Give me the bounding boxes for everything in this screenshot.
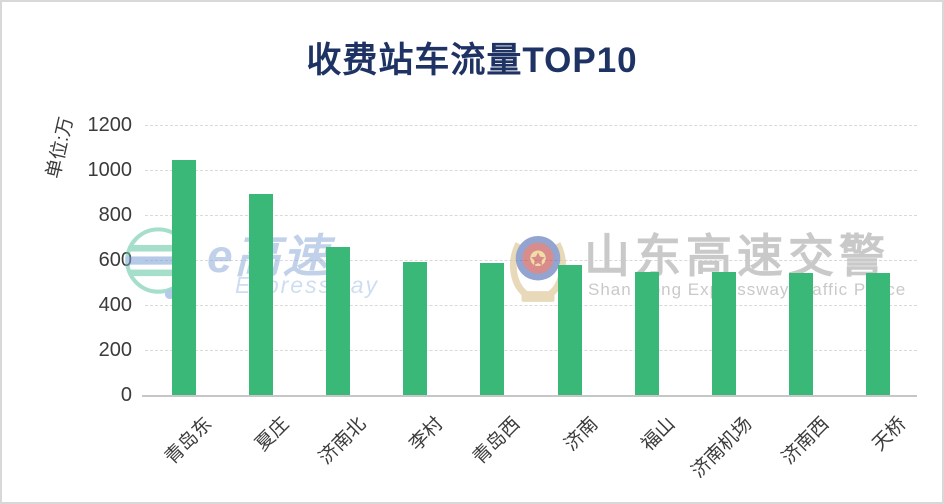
y-tick-label: 1200 <box>87 114 133 136</box>
y-tick-label: 0 <box>120 384 132 406</box>
x-axis-label: 济南机场 <box>687 413 757 483</box>
gridline <box>145 125 917 126</box>
bar-福山 <box>634 271 659 395</box>
x-axis-label: 青岛东 <box>160 413 216 469</box>
watermark-right-text-cn: 山东高速交警 <box>584 230 890 282</box>
gridline <box>145 305 917 306</box>
bar-济南机场 <box>712 272 736 395</box>
x-axis-label: 李村 <box>405 413 448 456</box>
police-badge-icon <box>509 235 567 302</box>
x-axis-label: 济南西 <box>778 413 834 469</box>
x-axis-label: 天桥 <box>869 413 911 456</box>
bar-李村 <box>403 262 428 395</box>
y-tick-label: 200 <box>98 339 132 361</box>
bar-济南西 <box>789 273 814 395</box>
watermark-right-text-en: Shan Dong Expressway Traffic Police <box>588 280 907 299</box>
bar-青岛西 <box>480 263 505 395</box>
bar-夏庄 <box>248 193 273 395</box>
gridline <box>145 170 917 171</box>
chart-title: 收费站车流量TOP10 <box>306 41 638 80</box>
x-axis-line <box>142 395 917 397</box>
x-axis-label: 青岛西 <box>469 413 525 469</box>
bar-济南 <box>557 264 582 395</box>
gridline <box>145 215 917 216</box>
x-axis-label: 夏庄 <box>251 413 294 456</box>
gridline <box>145 350 917 351</box>
bar-天桥 <box>866 272 891 395</box>
y-tick-label: 1000 <box>87 159 133 181</box>
bar-青岛东 <box>171 159 196 395</box>
bar-济南北 <box>326 246 350 395</box>
y-tick-label: 400 <box>98 294 132 316</box>
y-tick-label: 800 <box>98 204 132 226</box>
x-axis-label: 济南北 <box>315 413 371 469</box>
x-axis-label: 福山 <box>637 413 680 456</box>
y-tick-label: 600 <box>98 249 132 271</box>
x-axis-label: 济南 <box>560 413 602 456</box>
